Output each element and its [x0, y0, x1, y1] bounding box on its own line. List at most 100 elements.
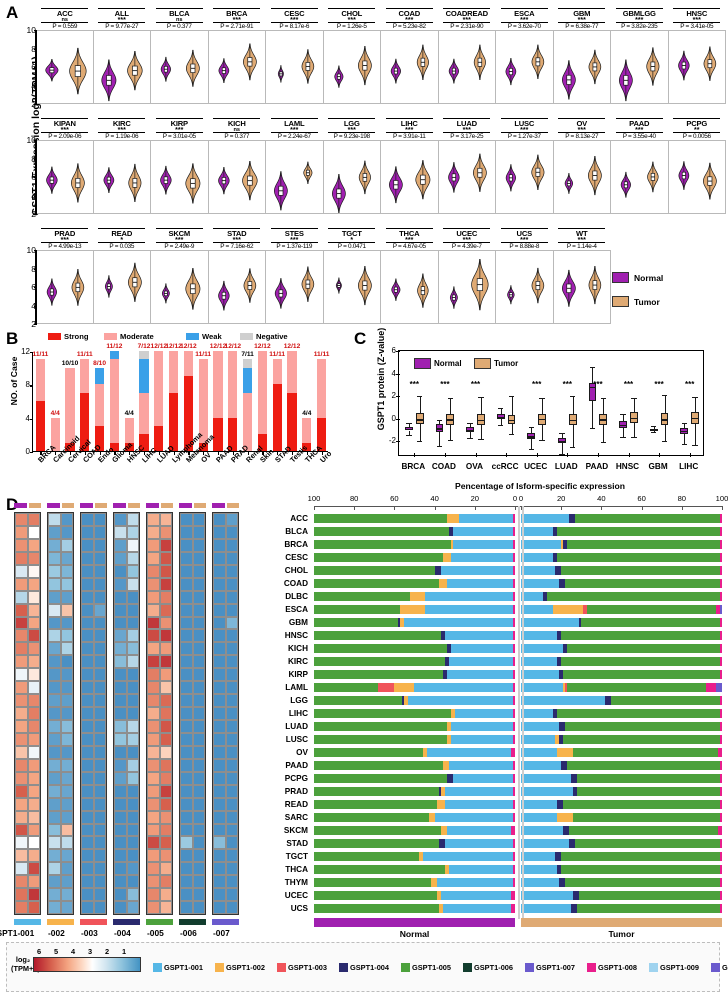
ihc-bar-stad[interactable]	[272, 359, 282, 451]
ihc-bar-testis[interactable]	[287, 351, 297, 451]
ihc-bar-lymphoma[interactable]	[169, 351, 179, 451]
boxplot-tumor-lihc[interactable]	[691, 411, 700, 425]
isoform-bar-normal-paad[interactable]	[314, 761, 515, 770]
violin-cell-gbm[interactable]: GBM *** P = 6.38e-77	[553, 7, 611, 104]
violin-cell-blca[interactable]: BLCA ns P = 0.377	[151, 7, 209, 104]
violin-cell-coadread[interactable]: COADREAD *** P = 2.31e-90	[438, 7, 496, 104]
boxplot-normal-brca[interactable]	[404, 426, 413, 431]
isoform-bar-tumor-chol[interactable]	[521, 566, 722, 575]
ihc-bar-endo[interactable]	[95, 367, 105, 451]
isoform-bar-normal-lgg[interactable]	[314, 696, 515, 705]
ihc-bar-cervical[interactable]	[65, 367, 75, 451]
violin-cell-skcm[interactable]: SKCM *** P = 2.49e-9	[151, 227, 209, 324]
violin-cell-all[interactable]: ALL *** P = 9.77e-27	[93, 7, 151, 104]
isoform-bar-normal-esca[interactable]	[314, 605, 515, 614]
ihc-bar-carcinoid[interactable]	[50, 417, 60, 451]
violin-cell-esca[interactable]: ESCA *** P = 3.62e-70	[496, 7, 554, 104]
ihc-bar-hnsc[interactable]	[124, 417, 134, 451]
isoform-bar-normal-lusc[interactable]	[314, 735, 515, 744]
violin-cell-thca[interactable]: THCA *** P = 4.67e-05	[381, 227, 439, 324]
heatmap-group--002[interactable]	[47, 512, 74, 915]
isoform-bar-normal-gbm[interactable]	[314, 618, 515, 627]
violin-cell-stad[interactable]: STAD *** P = 7.16e-62	[208, 227, 266, 324]
isoform-bar-tumor-coad[interactable]	[521, 579, 722, 588]
isoform-bar-tumor-blca[interactable]	[521, 527, 722, 536]
boxplot-normal-ova[interactable]	[466, 426, 475, 432]
isoform-bar-tumor-lihc[interactable]	[521, 709, 722, 718]
violin-cell-acc[interactable]: ACC ns P = 0.559	[36, 7, 94, 104]
isoform-bar-normal-luad[interactable]	[314, 722, 515, 731]
violin-cell-stes[interactable]: STES *** P = 1.37e-119	[266, 227, 324, 324]
isoform-bar-normal-kich[interactable]	[314, 644, 515, 653]
isoform-bar-normal-blca[interactable]	[314, 527, 515, 536]
violin-cell-lihc[interactable]: LIHC *** P = 3.91e-11	[381, 117, 439, 214]
isoform-bar-tumor-gbm[interactable]	[521, 618, 722, 627]
isoform-bar-normal-lihc[interactable]	[314, 709, 515, 718]
boxplot-normal-lihc[interactable]	[680, 427, 689, 434]
isoform-bar-normal-pcpg[interactable]	[314, 774, 515, 783]
isoform-bar-normal-acc[interactable]	[314, 514, 515, 523]
isoform-bar-tumor-cesc[interactable]	[521, 553, 722, 562]
heatmap-group--003[interactable]	[80, 512, 107, 915]
isoform-bar-tumor-lgg[interactable]	[521, 696, 722, 705]
isoform-bar-tumor-acc[interactable]	[521, 514, 722, 523]
isoform-bar-normal-thym[interactable]	[314, 878, 515, 887]
boxplot-normal-coad[interactable]	[435, 424, 444, 432]
violin-cell-pcpg[interactable]: PCPG ** P = 0.0056	[668, 117, 726, 214]
boxplot-normal-paad[interactable]	[588, 383, 597, 402]
violin-cell-lusc[interactable]: LUSC *** P = 1.27e-37	[496, 117, 554, 214]
boxplot-tumor-gbm[interactable]	[660, 413, 669, 425]
boxplot-tumor-luad[interactable]	[568, 413, 577, 426]
isoform-bar-tumor-tgct[interactable]	[521, 852, 722, 861]
violin-cell-gbmlgg[interactable]: GBMLGG *** P = 3.82e-235	[611, 7, 669, 104]
isoform-bar-tumor-kirp[interactable]	[521, 670, 722, 679]
isoform-bar-tumor-kich[interactable]	[521, 644, 722, 653]
isoform-bar-normal-sarc[interactable]	[314, 813, 515, 822]
isoform-bar-normal-hnsc[interactable]	[314, 631, 515, 640]
isoform-bar-normal-kirc[interactable]	[314, 657, 515, 666]
violin-cell-ucec[interactable]: UCEC *** P = 4.39e-7	[438, 227, 496, 324]
boxplot-tumor-paad[interactable]	[599, 413, 608, 425]
violin-cell-hnsc[interactable]: HNSC *** P = 3.41e-05	[668, 7, 726, 104]
isoform-bar-tumor-prad[interactable]	[521, 787, 722, 796]
violin-cell-chol[interactable]: CHOL *** P = 1.26e-5	[323, 7, 381, 104]
boxplot-tumor-coad[interactable]	[446, 413, 455, 425]
isoform-bar-tumor-hnsc[interactable]	[521, 631, 722, 640]
heatmap-group--006[interactable]	[179, 512, 206, 915]
isoform-bar-normal-thca[interactable]	[314, 865, 515, 874]
heatmap-group-GSPT1-001[interactable]	[14, 512, 41, 915]
isoform-bar-normal-tgct[interactable]	[314, 852, 515, 861]
isoform-bar-tumor-thym[interactable]	[521, 878, 722, 887]
violin-cell-cesc[interactable]: CESC *** P = 8.17e-6	[266, 7, 324, 104]
isoform-bar-normal-stad[interactable]	[314, 839, 515, 848]
isoform-bar-tumor-paad[interactable]	[521, 761, 722, 770]
ihc-bar-lihc[interactable]	[139, 351, 149, 451]
ihc-bar-skin[interactable]	[257, 351, 267, 451]
isoform-bar-tumor-read[interactable]	[521, 800, 722, 809]
violin-cell-coad[interactable]: COAD *** P = 5.23e-82	[381, 7, 439, 104]
boxplot-normal-ucec[interactable]	[527, 433, 536, 440]
ihc-bar-luad[interactable]	[154, 351, 164, 451]
violin-cell-luad[interactable]: LUAD *** P = 3.17e-25	[438, 117, 496, 214]
ihc-bar-paad[interactable]	[213, 351, 223, 451]
boxplot-tumor-brca[interactable]	[415, 412, 424, 424]
violin-cell-wt[interactable]: WT *** P = 1.14e-4	[553, 227, 611, 324]
isoform-bar-normal-laml[interactable]	[314, 683, 515, 692]
isoform-bar-tumor-sarc[interactable]	[521, 813, 722, 822]
violin-cell-lgg[interactable]: LGG *** P = 9.23e-198	[323, 117, 381, 214]
isoform-bar-normal-coad[interactable]	[314, 579, 515, 588]
heatmap-group--005[interactable]	[146, 512, 173, 915]
heatmap-group--007[interactable]	[212, 512, 239, 915]
heatmap-group--004[interactable]	[113, 512, 140, 915]
violin-cell-tgct[interactable]: TGCT * P = 0.0471	[323, 227, 381, 324]
isoform-bar-normal-ucs[interactable]	[314, 904, 515, 913]
violin-cell-prad[interactable]: PRAD *** P = 4.99e-13	[36, 227, 94, 324]
violin-cell-laml[interactable]: LAML *** P = 2.24e-67	[266, 117, 324, 214]
violin-cell-brca[interactable]: BRCA *** P = 2.71e-91	[208, 7, 266, 104]
violin-cell-kipan[interactable]: KIPAN *** P = 2.09e-06	[36, 117, 94, 214]
ihc-bar-ov[interactable]	[198, 359, 208, 451]
violin-cell-kich[interactable]: KICH ns P = 0.377	[208, 117, 266, 214]
isoform-bar-tumor-stad[interactable]	[521, 839, 722, 848]
ihc-bar-melanoma[interactable]	[183, 351, 193, 451]
isoform-bar-normal-brca[interactable]	[314, 540, 515, 549]
